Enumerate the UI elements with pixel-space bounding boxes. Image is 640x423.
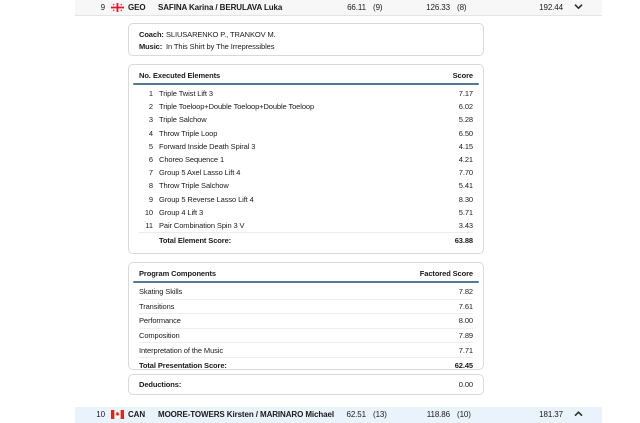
header-rule (133, 83, 479, 85)
country-code: CAN (128, 410, 146, 419)
total-element-value: 63.88 (454, 235, 473, 245)
segment2-rank: (8) (457, 3, 467, 12)
segment2-score: 126.33 (426, 3, 450, 12)
coach-music-panel: Coach: SLIUSARENKO P., TRANKOV M. Music:… (128, 23, 484, 56)
total-presentation-value: 62.45 (454, 360, 473, 370)
element-row: 3 Triple Salchow 5.28 (148, 115, 473, 125)
deductions-label: Deductions: (139, 380, 182, 389)
segment2-rank: (10) (457, 410, 471, 419)
coach-label: Coach: (139, 29, 164, 39)
components-header: Program Components Factored Score (139, 267, 473, 280)
total-element-label: Total Element Score: (159, 235, 232, 245)
executed-elements-panel: No. Executed Elements Score 1 Triple Twis… (128, 64, 484, 254)
component-row: Interpretation of the Music 7.71 (139, 343, 473, 358)
skater-names: SAFINA Karina / BERULAVA Luka (158, 3, 283, 12)
music-label: Music: (139, 42, 163, 52)
col-components: Program Components (139, 269, 216, 278)
chevron-up-icon[interactable] (574, 411, 583, 417)
element-row: 7 Group 5 Axel Lasso Lift 4 7.70 (148, 168, 473, 178)
total-presentation-score-row: Total Presentation Score: 62.45 (139, 358, 473, 373)
component-row: Transitions 7.61 (139, 300, 473, 315)
deductions-panel: Deductions: 0.00 (128, 374, 484, 395)
coach-value: SLIUSARENKO P., TRANKOV M. (166, 29, 276, 39)
chevron-down-icon[interactable] (574, 4, 583, 10)
total-element-score-row: . Total Element Score: 63.88 (139, 232, 473, 248)
element-row: 5 Forward Inside Death Spiral 3 4.15 (148, 141, 473, 151)
element-row: 10 Group 4 Lift 3 5.71 (144, 207, 473, 217)
country-code: GEO (128, 3, 146, 12)
component-row: Performance 8.00 (139, 314, 473, 329)
col-factored-score: Factored Score (419, 269, 473, 278)
element-row: 2 Triple Toeloop+Double Toeloop+Double To… (148, 102, 473, 112)
segment1-rank: (13) (373, 410, 387, 419)
segment1-score: 62.51 (346, 410, 366, 419)
component-row: Composition 7.89 (139, 329, 473, 344)
total-score: 192.44 (539, 3, 563, 12)
element-row: 4 Throw Triple Loop 6.50 (148, 128, 473, 138)
georgia-flag-icon (110, 2, 125, 13)
col-score: Score (452, 71, 473, 80)
music-value: In This Shirt by The Irrepressibles (166, 42, 275, 52)
result-row-can[interactable]: 10 CAN MOORE-TOWERS Kirsten / MARINARO M… (75, 407, 602, 423)
total-presentation-label: Total Presentation Score: (139, 360, 227, 370)
col-no: No. (139, 71, 151, 80)
deductions-value: 0.00 (458, 380, 473, 389)
element-row: 11 Pair Combination Spin 3 V 3.43 (145, 220, 473, 230)
coach-line: Coach: SLIUSARENKO P., TRANKOV M. (139, 28, 473, 41)
skater-names: MOORE-TOWERS Kirsten / MARINARO Michael (158, 410, 334, 419)
segment1-rank: (9) (373, 3, 383, 12)
segment1-score: 66.11 (347, 3, 366, 12)
header-rule (133, 281, 479, 283)
element-row: 8 Throw Triple Salchow 5.41 (148, 181, 473, 191)
elements-header: No. Executed Elements Score (139, 69, 473, 82)
total-score: 181.37 (539, 410, 563, 419)
result-row-geo[interactable]: 9 GEO SAFINA Karina / BERULAVA Luka 66.1… (75, 0, 602, 16)
segment2-score: 118.86 (426, 410, 450, 419)
canada-flag-icon (110, 409, 125, 420)
rank-number: 9 (100, 3, 105, 12)
element-row: 1 Triple Twist Lift 3 7.17 (148, 89, 473, 99)
rank-number: 10 (96, 410, 105, 419)
col-name: Executed Elements (153, 71, 221, 80)
program-components-panel: Program Components Factored Score Skatin… (128, 262, 484, 370)
component-row: Skating Skills 7.82 (139, 285, 473, 300)
element-row: 6 Choreo Sequence 1 4.21 (148, 155, 473, 165)
music-line: Music: In This Shirt by The Irrepressibl… (139, 41, 473, 54)
element-row: 9 Group 5 Reverse Lasso Lift 4 8.30 (148, 194, 473, 204)
